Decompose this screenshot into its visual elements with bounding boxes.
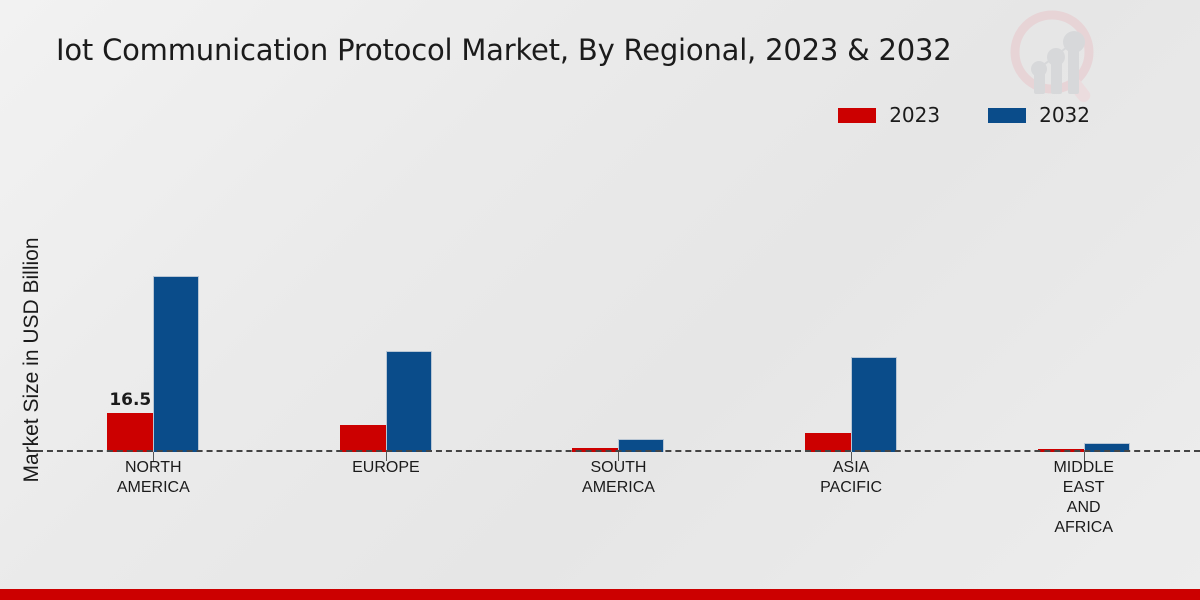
x-axis-label: MIDDLE EAST AND AFRICA xyxy=(1053,459,1114,536)
x-axis-tick xyxy=(1083,452,1085,461)
footer-accent-bar xyxy=(0,589,1200,600)
x-axis-label: ASIA PACIFIC xyxy=(820,459,883,496)
bar-2032[interactable] xyxy=(618,439,665,452)
legend-label-2032: 2032 xyxy=(1039,103,1090,127)
bar-group xyxy=(735,160,968,461)
bar-group xyxy=(502,160,735,461)
bar-group xyxy=(270,160,503,461)
bar-2032[interactable] xyxy=(851,357,898,452)
bar-group xyxy=(967,160,1200,461)
x-axis-tick xyxy=(153,452,155,461)
x-axis-baseline xyxy=(37,450,1200,452)
x-axis-category-labels: NORTH AMERICA EUROPE SOUTH AMERICA ASIA PACIFI… xyxy=(37,458,1200,538)
chart-legend: 2023 2032 xyxy=(838,103,1090,127)
bar-groups: 16.5 xyxy=(37,160,1200,461)
bar-2023[interactable] xyxy=(339,425,386,452)
bar-value-label: 16.5 xyxy=(109,390,152,410)
bar-2032[interactable] xyxy=(153,276,200,452)
legend-item-2023[interactable]: 2023 xyxy=(838,103,940,127)
x-axis-label: NORTH AMERICA xyxy=(116,459,190,496)
legend-swatch-2032 xyxy=(988,107,1027,123)
bar-2032[interactable] xyxy=(385,351,432,452)
watermark-logo-icon xyxy=(1000,4,1110,104)
x-axis-tick xyxy=(618,452,620,461)
x-axis-tick xyxy=(385,452,387,461)
x-axis-tick xyxy=(851,452,853,461)
bar-2032[interactable] xyxy=(1083,443,1130,452)
plot-area: 16.5 xyxy=(37,160,1200,461)
x-axis-label: EUROPE xyxy=(352,459,420,476)
legend-item-2032[interactable]: 2032 xyxy=(988,103,1090,127)
bar-group: 16.5 xyxy=(37,160,270,461)
bar-2023[interactable] xyxy=(805,433,852,452)
bar-2023[interactable]: 16.5 xyxy=(107,390,154,452)
x-axis-label: SOUTH AMERICA xyxy=(582,459,655,496)
chart-title: Iot Communication Protocol Market, By Re… xyxy=(56,33,952,67)
legend-label-2023: 2023 xyxy=(889,103,941,127)
legend-swatch-2023 xyxy=(838,107,877,123)
